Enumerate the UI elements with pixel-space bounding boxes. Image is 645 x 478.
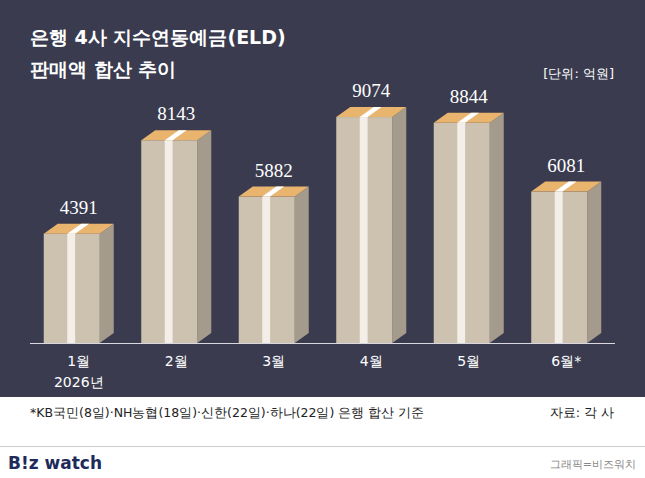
source: 자료: 각 사 [550, 405, 614, 420]
bars [44, 107, 602, 343]
bar-band [457, 123, 465, 343]
bar-band [262, 197, 270, 343]
bar-top-band [360, 107, 382, 117]
footnote: *KB국민(8일)·NH농협(18일)·신한(22일)·하나(22일) 은행 합… [30, 405, 424, 420]
subtitle: 판매액 합산 추이 [30, 58, 176, 80]
bar [141, 140, 197, 343]
bar-top [434, 113, 504, 123]
footer [0, 397, 645, 478]
bar-top [239, 187, 309, 197]
bar [531, 192, 587, 343]
bar-band [165, 140, 173, 343]
bar [239, 197, 295, 343]
title: 은행 4사 지수연동예금(ELD) [30, 26, 286, 48]
bar-side [100, 224, 114, 343]
data-label: 6081 [547, 155, 585, 176]
bar-top-band [555, 182, 577, 192]
bar-band [360, 117, 368, 343]
x-annotation: 2026년 [54, 374, 104, 390]
data-label: 8844 [450, 86, 489, 107]
bar-top [531, 182, 601, 192]
bar-top-band [457, 113, 479, 123]
footer-divider [0, 446, 645, 447]
x-tick-label: 3월 [262, 353, 285, 369]
x-axis [30, 343, 615, 344]
bar-side [392, 107, 406, 343]
unit-label: [단위: 억원] [543, 66, 614, 81]
data-label: 8143 [157, 103, 195, 124]
bar-top-band [262, 187, 284, 197]
credit: 그래픽=비즈워치 [550, 458, 636, 471]
bar [336, 117, 392, 343]
x-tick-label: 5월 [457, 353, 480, 369]
brand: B!z watch [8, 453, 102, 473]
bar-side [490, 113, 504, 343]
background [0, 0, 645, 478]
bar [44, 234, 100, 343]
bar-side [587, 182, 601, 343]
data-label: 5882 [255, 160, 293, 181]
bar [434, 123, 490, 343]
bar-top-band [67, 224, 89, 234]
data-label: 4391 [60, 197, 98, 218]
x-tick-label: 1월 [67, 353, 90, 369]
bar-band [67, 234, 75, 343]
bar-top [44, 224, 114, 234]
chart: 은행 4사 지수연동예금(ELD) 판매액 합산 추이 [단위: 억원] 4391 1월… [0, 0, 645, 478]
bar-side [197, 130, 211, 343]
chart-root: 은행 4사 지수연동예금(ELD) 판매액 합산 추이 [단위: 억원] 4391 1월… [0, 0, 645, 478]
data-label: 9074 [352, 80, 391, 101]
bar-side [295, 187, 309, 343]
bar-band [555, 192, 563, 343]
bar-top [141, 130, 211, 140]
x-tick-label: 6월* [551, 353, 581, 369]
bar-top-band [165, 130, 187, 140]
x-tick-label: 4월 [360, 353, 383, 369]
bar-top [336, 107, 406, 117]
x-tick-label: 2월 [165, 353, 188, 369]
